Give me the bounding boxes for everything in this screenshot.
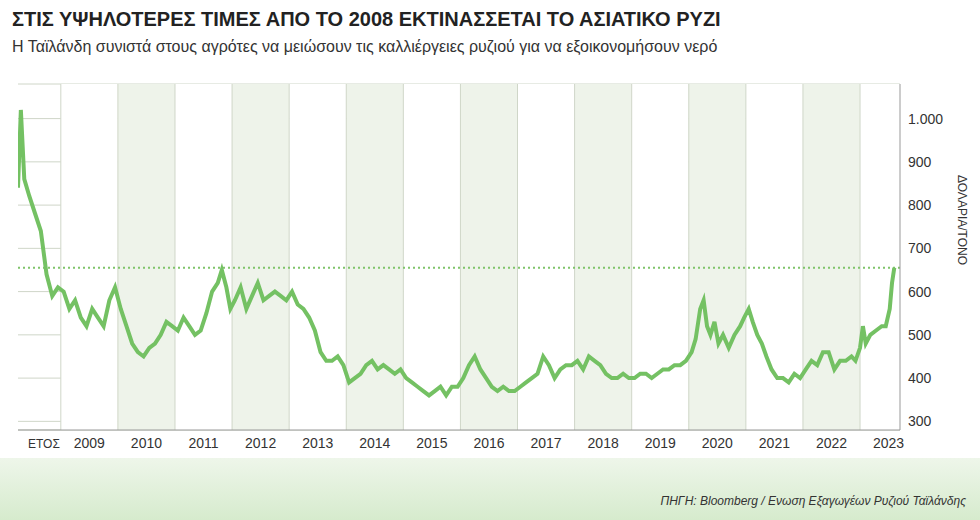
svg-text:2023: 2023 <box>873 435 904 451</box>
svg-text:600: 600 <box>908 284 932 300</box>
html-text:Η Ταϊλάνδη συνιστά στους αγρότ: Η Ταϊλάνδη συνιστά στους αγρότες να μειώ… <box>12 38 718 55</box>
svg-text:2015: 2015 <box>416 435 447 451</box>
svg-text:2019: 2019 <box>645 435 676 451</box>
svg-text:2010: 2010 <box>131 435 162 451</box>
svg-text:2011: 2011 <box>188 435 218 451</box>
svg-text:2009: 2009 <box>74 435 105 451</box>
svg-text:900: 900 <box>908 154 932 170</box>
svg-text:800: 800 <box>908 197 932 213</box>
svg-text:700: 700 <box>908 240 932 256</box>
svg-text:2022: 2022 <box>816 435 847 451</box>
svg-text:400: 400 <box>908 370 932 386</box>
html-text:ΠΗΓΗ: Bloomberg / Ενωση Εξαγωγ: ΠΗΓΗ: Bloomberg / Ενωση Εξαγωγέων Ρυζιού… <box>660 494 966 508</box>
svg-text:2020: 2020 <box>702 435 733 451</box>
html-text:ΣΤΙΣ ΥΨΗΛΟΤΕΡΕΣ ΤΙΜΕΣ ΑΠΟ ΤΟ 2: ΣΤΙΣ ΥΨΗΛΟΤΕΡΕΣ ΤΙΜΕΣ ΑΠΟ ΤΟ 2008 ΕΚΤΙΝΑ… <box>12 8 721 30</box>
html-text:ΔΟΛΑΡΙΑ/ΤΟΝΟ: ΔΟΛΑΡΙΑ/ΤΟΝΟ <box>955 175 969 265</box>
svg-text:500: 500 <box>908 327 932 343</box>
svg-text:300: 300 <box>908 413 932 429</box>
svg-text:2016: 2016 <box>473 435 504 451</box>
svg-text:2014: 2014 <box>359 435 390 451</box>
html-text:ΕΤΟΣ: ΕΤΟΣ <box>28 437 60 451</box>
svg-text:2012: 2012 <box>245 435 276 451</box>
svg-text:2018: 2018 <box>588 435 619 451</box>
svg-text:2021: 2021 <box>759 435 790 451</box>
svg-text:2017: 2017 <box>530 435 561 451</box>
svg-text:1.000: 1.000 <box>908 111 943 127</box>
svg-text:2013: 2013 <box>302 435 333 451</box>
